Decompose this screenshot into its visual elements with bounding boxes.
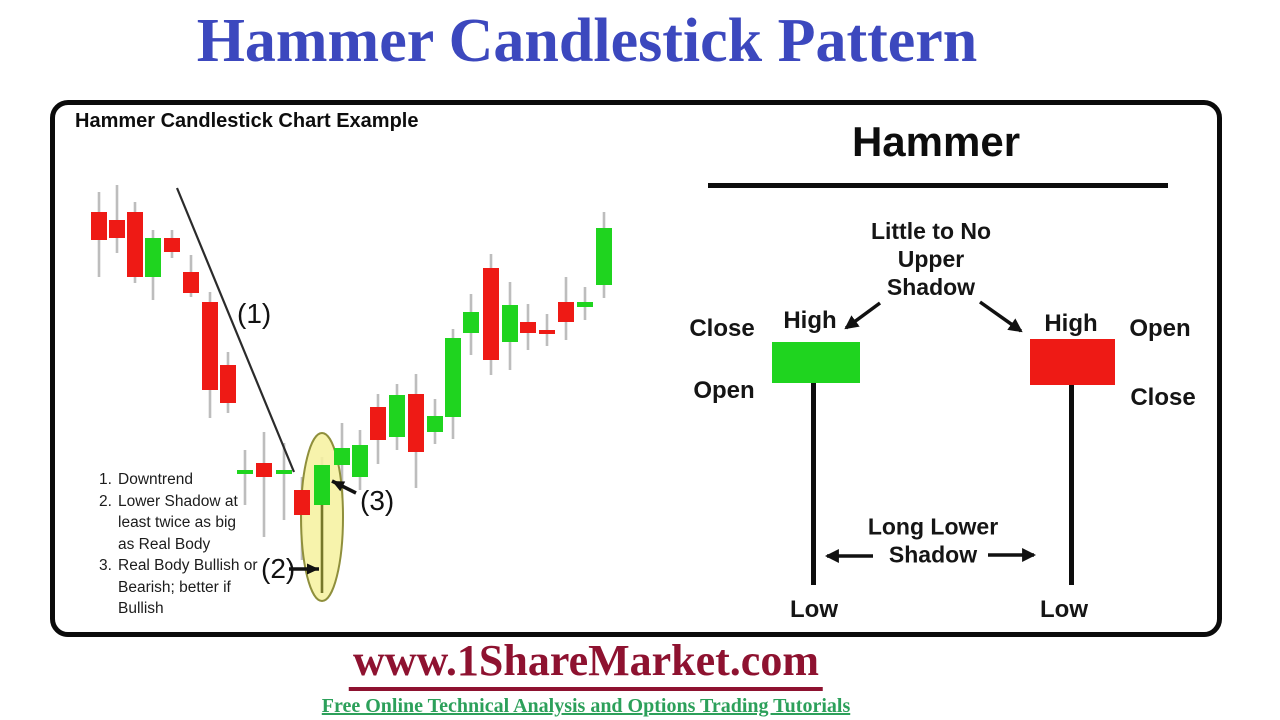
- candle-body-red: [256, 463, 272, 477]
- bullish-candle-body: [772, 342, 860, 383]
- long-lower-shadow-arrows: [824, 548, 1037, 563]
- site-url: www.1ShareMarket.com: [348, 639, 823, 691]
- candle-body-green: [237, 470, 253, 474]
- candle-body-red: [520, 322, 536, 333]
- candle-body-red: [558, 302, 574, 322]
- candle-body-green: [577, 302, 593, 307]
- candle-body-red: [183, 272, 199, 293]
- candle-body-red: [539, 330, 555, 334]
- candle-body-green: [314, 465, 330, 505]
- site-tagline: Free Online Technical Analysis and Optio…: [321, 695, 851, 717]
- note-lower-shadow: 2. Lower Shadow at least twice as big as…: [99, 492, 238, 553]
- downtrend-line: [175, 187, 296, 473]
- candle-body-green: [596, 228, 612, 285]
- candle-body-red: [164, 238, 180, 252]
- callout-arrowhead-icon: [332, 481, 346, 492]
- upper-shadow-arrows: [844, 300, 1023, 333]
- candle-body-green: [427, 416, 443, 432]
- title-divider: [708, 183, 1168, 188]
- candle-body-green: [145, 238, 161, 277]
- bullish-open-label: Open: [693, 377, 755, 404]
- candle-body-green: [389, 395, 405, 437]
- candle-body-red: [109, 220, 125, 238]
- candle-body-red: [370, 407, 386, 440]
- candle-body-green: [502, 305, 518, 342]
- chart-notes: 1. Downtrend 2. Lower Shadow at least tw…: [99, 469, 258, 620]
- diagram-panel: Hammer Candlestick Chart Example (1) (2)(…: [50, 100, 1222, 637]
- arrow-to-bearish-candle-icon: [978, 300, 1023, 333]
- note-downtrend: 1. Downtrend: [99, 471, 193, 488]
- bearish-close-label: Close: [1130, 384, 1196, 411]
- long-lower-shadow-note-line1: Long Lower: [867, 513, 999, 540]
- upper-shadow-note: Little to No Upper Shadow: [870, 218, 992, 300]
- callout-arrowhead-icon: [307, 563, 319, 575]
- pattern-title: Hammer: [851, 118, 1021, 165]
- candle-body-red: [202, 302, 218, 390]
- candle-body-red: [483, 268, 499, 360]
- candle-body-red: [294, 490, 310, 515]
- bearish-open-label: Open: [1129, 315, 1191, 342]
- candle-body-green: [352, 445, 368, 477]
- bullish-close-label: Close: [689, 315, 755, 342]
- bearish-candle-body: [1030, 339, 1115, 385]
- arrow-to-bullish-candle-icon: [844, 301, 882, 330]
- candle-body-green: [463, 312, 479, 333]
- page-title: Hammer Candlestick Pattern: [196, 7, 978, 75]
- candle-body-red: [408, 394, 424, 452]
- footer-branding: www.1ShareMarket.com Free Online Technic…: [322, 639, 850, 718]
- long-lower-shadow-note-line2: Shadow: [888, 541, 978, 568]
- bearish-low-label: Low: [1040, 596, 1088, 623]
- candle-body-red: [91, 212, 107, 240]
- candle-body-green: [276, 470, 292, 474]
- candle-body-red: [220, 365, 236, 403]
- note-real-body: 3. Real Body Bullish or Bearish; better …: [99, 557, 258, 617]
- bullish-high-label: High: [783, 307, 837, 334]
- candle-body-green: [334, 448, 350, 465]
- example-candlestick-chart: (1)(2)(3): [91, 185, 612, 602]
- example-chart-heading: Hammer Candlestick Chart Example: [75, 110, 419, 132]
- candle-body-red: [127, 212, 143, 277]
- bearish-candle-lower-shadow: [1069, 385, 1074, 585]
- callout-label: (3): [360, 485, 394, 516]
- callout-label: (1): [237, 298, 271, 329]
- bullish-candle-lower-shadow: [811, 383, 816, 585]
- bullish-low-label: Low: [790, 596, 838, 623]
- bearish-high-label: High: [1044, 310, 1098, 337]
- candle-body-green: [445, 338, 461, 417]
